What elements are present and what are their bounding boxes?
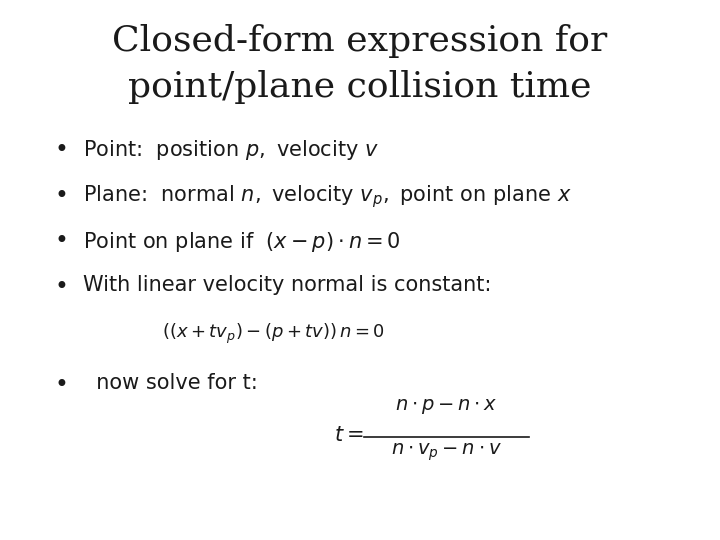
- Text: $((x+tv_p)-(p+tv))\,n=0$: $((x+tv_p)-(p+tv))\,n=0$: [162, 321, 385, 346]
- Text: point/plane collision time: point/plane collision time: [128, 70, 592, 104]
- Text: Point:  $\mathrm{position}\ p\mathrm{,\ velocity\ }v$: Point: $\mathrm{position}\ p\mathrm{,\ v…: [83, 138, 379, 161]
- Text: Closed-form expression for: Closed-form expression for: [112, 24, 608, 58]
- Text: now solve for t:: now solve for t:: [83, 373, 258, 393]
- Text: •: •: [54, 275, 68, 299]
- Text: $t=$: $t=$: [334, 424, 364, 445]
- Text: •: •: [54, 373, 68, 396]
- Text: $n\cdot p-n\cdot x$: $n\cdot p-n\cdot x$: [395, 397, 498, 416]
- Text: $n\cdot v_p-n\cdot v$: $n\cdot v_p-n\cdot v$: [391, 442, 502, 463]
- Text: •: •: [54, 138, 68, 161]
- Text: •: •: [54, 184, 68, 207]
- Text: Point on plane if  $(x-p)\cdot n=0$: Point on plane if $(x-p)\cdot n=0$: [83, 230, 400, 253]
- Text: •: •: [54, 230, 68, 253]
- Text: Plane:  $\mathrm{normal}\ n\mathrm{,\ velocity\ }v_p\mathrm{,\ point\ on\ plane\: Plane: $\mathrm{normal}\ n\mathrm{,\ vel…: [83, 184, 572, 211]
- Text: With linear velocity normal is constant:: With linear velocity normal is constant:: [83, 275, 491, 295]
